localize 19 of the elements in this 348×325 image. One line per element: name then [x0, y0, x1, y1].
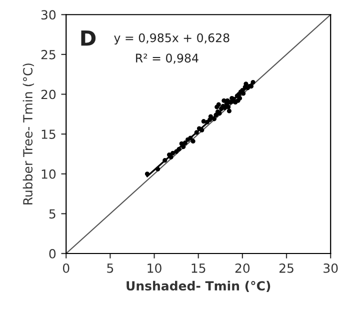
- y-tick-label: 25: [41, 50, 56, 60]
- x-tick-label: 30: [324, 263, 338, 273]
- annotation: R² = 0,984: [136, 54, 198, 64]
- y-tick-label: 0: [49, 248, 56, 258]
- annotation: y = 0,985x + 0,628: [114, 33, 230, 45]
- y-axis-title: Rubber Tree- Tmin (°C): [22, 64, 34, 204]
- x-tick-label: 5: [107, 264, 114, 273]
- x-tick-label: 20: [235, 263, 250, 273]
- y-tick-label: 20: [41, 90, 56, 100]
- x-tick-label: 0: [62, 263, 70, 273]
- x-tick-label: 15: [192, 264, 206, 273]
- x-tick-label: 25: [279, 263, 294, 273]
- annotation: D: [81, 30, 96, 46]
- y-tick-label: 15: [42, 130, 56, 139]
- x-axis-title: Unshaded- Tmin (°C): [126, 280, 270, 292]
- y-tick-label: 30: [41, 10, 56, 20]
- y-tick-label: 10: [42, 169, 56, 179]
- x-tick-label: 10: [148, 263, 162, 273]
- y-tick-label: 5: [49, 209, 56, 219]
